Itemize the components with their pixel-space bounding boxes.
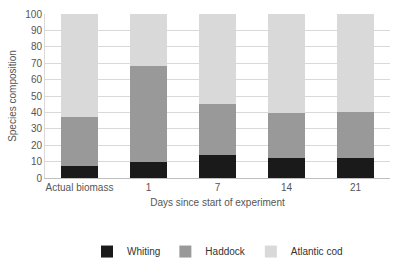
svg-text:21: 21: [350, 182, 362, 193]
svg-text:1: 1: [146, 182, 152, 193]
svg-text:Days since start of experiment: Days since start of experiment: [150, 197, 285, 208]
svg-text:Species composition: Species composition: [7, 50, 18, 142]
svg-text:30: 30: [31, 123, 43, 134]
svg-text:90: 90: [31, 25, 43, 36]
svg-text:10: 10: [31, 156, 43, 167]
svg-text:14: 14: [281, 182, 293, 193]
svg-text:60: 60: [31, 74, 43, 85]
svg-text:70: 70: [31, 58, 43, 69]
svg-text:Atlantic cod: Atlantic cod: [291, 246, 343, 257]
svg-text:7: 7: [215, 182, 221, 193]
svg-text:Haddock: Haddock: [205, 246, 245, 257]
svg-text:100: 100: [25, 9, 42, 20]
svg-text:Whiting: Whiting: [127, 246, 160, 257]
svg-text:0: 0: [36, 173, 42, 184]
svg-text:80: 80: [31, 41, 43, 52]
svg-text:50: 50: [31, 91, 43, 102]
svg-text:20: 20: [31, 140, 43, 151]
svg-text:40: 40: [31, 107, 43, 118]
svg-text:Actual biomass: Actual biomass: [46, 182, 114, 193]
